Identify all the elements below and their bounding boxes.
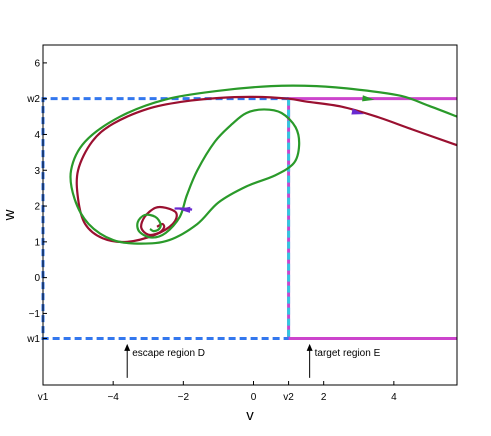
- annotation-arrow-head: [306, 343, 313, 351]
- plot-background: [43, 45, 457, 385]
- y-tick-label: 3: [34, 166, 40, 177]
- x-tick-label: −4: [107, 392, 119, 403]
- x-tick-label: −2: [178, 392, 190, 403]
- ticks-layer: v1 −4 −2 0 v2 2 4 6 w2 4 3 2 1 0 −1 w1: [26, 58, 397, 403]
- y-tick-label: 2: [34, 202, 40, 213]
- y-tick-label: w1: [26, 334, 40, 345]
- trajectory-2-arrow: [177, 206, 191, 213]
- x-tick-label: 2: [321, 392, 327, 403]
- x-tick-label: 4: [391, 392, 397, 403]
- trajectory-0-arrow: [351, 108, 365, 115]
- y-tick-label: 1: [34, 237, 40, 248]
- y-tick-label: 4: [34, 130, 40, 141]
- trajectory-1-arrow: [362, 95, 375, 102]
- plot-frame: [42, 44, 458, 386]
- annotation-label: target region E: [315, 348, 381, 359]
- x-tick-label: v2: [283, 392, 294, 403]
- x-axis-label: v: [246, 407, 254, 424]
- trajectory-0: [75, 95, 458, 244]
- target-region-e-boundary: [287, 97, 457, 340]
- series-layer: [69, 84, 458, 245]
- y-tick-label: 6: [34, 58, 40, 69]
- y-tick-label: −1: [29, 309, 41, 320]
- annotation-arrow-head: [124, 343, 131, 351]
- x-tick-label: v1: [38, 392, 49, 403]
- annotation-label: escape region D: [132, 348, 205, 359]
- y-axis-label: w: [1, 209, 18, 221]
- trajectory-1: [69, 84, 458, 245]
- y-tick-label: 0: [34, 273, 40, 284]
- y-tick-label: w2: [26, 94, 40, 105]
- annotation-layer: escape region D target region E: [124, 343, 381, 378]
- x-tick-label: 0: [251, 392, 257, 403]
